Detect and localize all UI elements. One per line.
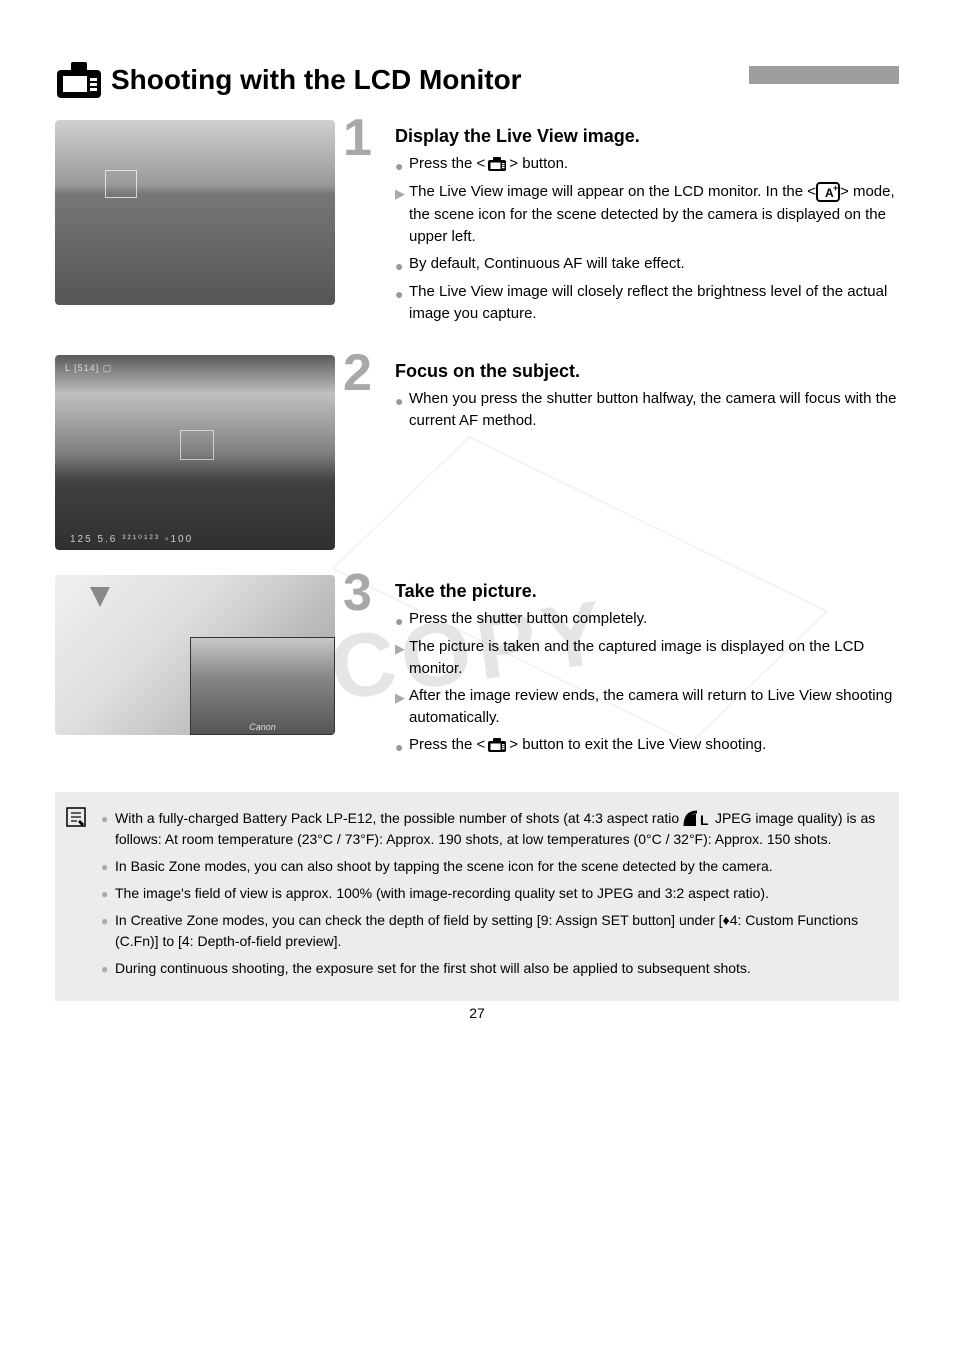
step-2: L [514] ▢ 125 5.6 ³²¹⁰¹²³ ▫100 2 Focus o… (55, 355, 899, 550)
bullet-dot-icon: ● (395, 611, 409, 632)
bullet-triangle-icon: ▶ (395, 184, 409, 204)
step-1-item-2: ● By default, Continuous AF will take ef… (395, 253, 899, 277)
step-3: 3 Take the picture. ● Press the shutter … (55, 575, 899, 762)
bullet-dot-icon: ● (395, 284, 409, 305)
step-3-lcd-inset (190, 637, 335, 735)
step-1-heading: Display the Live View image. (395, 126, 899, 147)
step-1-item-1: ▶ The Live View image will appear on the… (395, 181, 899, 249)
liveview-top-status: L [514] ▢ (65, 363, 112, 374)
note-3: ● In Creative Zone modes, you can check … (101, 910, 883, 952)
page-title: Shooting with the LCD Monitor (111, 64, 749, 96)
step-3-heading: Take the picture. (395, 581, 899, 602)
quick-start-badge (749, 66, 899, 84)
note-2: ● The image's field of view is approx. 1… (101, 883, 883, 904)
step-3-item-0-text: Press the shutter button completely. (409, 608, 899, 631)
note-1: ● In Basic Zone modes, you can also shoo… (101, 856, 883, 877)
step-3-item-1-text: The picture is taken and the captured im… (409, 636, 899, 681)
step-2-item-0-text: When you press the shutter button halfwa… (409, 388, 899, 433)
bullet-dot-icon: ● (395, 737, 409, 758)
step-2-number: 2 (343, 347, 372, 399)
camera-button-icon (487, 156, 507, 172)
step-3-item-2-text: After the image review ends, the camera … (409, 685, 899, 730)
step-1-item-3: ● The Live View image will closely refle… (395, 281, 899, 326)
step-2-image: L [514] ▢ 125 5.6 ³²¹⁰¹²³ ▫100 (55, 355, 335, 550)
step-2-item-0: ● When you press the shutter button half… (395, 388, 899, 433)
step-3-item-3-pre: Press the < (409, 736, 485, 753)
step-3-item-1: ▶ The picture is taken and the captured … (395, 636, 899, 681)
bullet-dot-icon: ● (101, 860, 115, 874)
svg-text:L: L (700, 812, 709, 828)
bullet-dot-icon: ● (395, 391, 409, 412)
note-1-text: In Basic Zone modes, you can also shoot … (115, 856, 883, 877)
step-2-body: ● When you press the shutter button half… (395, 388, 899, 433)
step-1-item-0-post: > button. (509, 155, 568, 172)
step-3-shutter-photo (55, 575, 335, 735)
bullet-dot-icon: ● (395, 156, 409, 177)
step-1-number: 1 (343, 112, 372, 164)
note-4: ● During continuous shooting, the exposu… (101, 958, 883, 979)
bullet-dot-icon: ● (101, 812, 115, 826)
note-0: ● With a fully-charged Battery Pack LP-E… (101, 808, 883, 850)
note-0-pre: With a fully-charged Battery Pack LP-E12… (115, 810, 683, 826)
note-3-text: In Creative Zone modes, you can check th… (115, 910, 883, 952)
bullet-triangle-icon: ▶ (395, 688, 409, 708)
step-1-item-2-text: By default, Continuous AF will take effe… (409, 253, 899, 276)
svg-text:+: + (833, 183, 838, 193)
camera-back-icon (55, 60, 103, 100)
shutter-press-arrow-icon (90, 587, 110, 607)
step-3-item-3-post: > button to exit the Live View shooting. (509, 736, 766, 753)
step-1-body: ● Press the < > button. ▶ The Live View i… (395, 153, 899, 326)
bullet-dot-icon: ● (101, 962, 115, 976)
step-2-heading: Focus on the subject. (395, 361, 899, 382)
note-4-text: During continuous shooting, the exposure… (115, 958, 883, 979)
step-1-item-3-text: The Live View image will closely reflect… (409, 281, 899, 326)
step-1-item-1-text: The Live View image will appear on the L… (409, 183, 816, 200)
scene-auto-icon: A+ (816, 182, 840, 202)
page-number: 27 (469, 1005, 485, 1021)
bullet-dot-icon: ● (395, 256, 409, 277)
step-3-image (55, 575, 335, 762)
step-1-item-0: ● Press the < > button. (395, 153, 899, 177)
step-3-item-3: ● Press the < > button to exit the Live V… (395, 734, 899, 758)
bullet-dot-icon: ● (101, 914, 115, 928)
camera-button-icon (487, 737, 507, 753)
step-1-item-0-pre: Press the < (409, 155, 485, 172)
step-2-liveview-photo: L [514] ▢ 125 5.6 ³²¹⁰¹²³ ▫100 (55, 355, 335, 550)
jpeg-quality-icon: L (683, 810, 711, 828)
bullet-triangle-icon: ▶ (395, 639, 409, 659)
step-3-item-0: ● Press the shutter button completely. (395, 608, 899, 632)
step-1-image (55, 120, 335, 330)
liveview-bottom-status: 125 5.6 ³²¹⁰¹²³ ▫100 (70, 534, 193, 545)
note-box: ● With a fully-charged Battery Pack LP-E… (55, 792, 899, 1001)
step-3-item-2: ▶ After the image review ends, the camer… (395, 685, 899, 730)
step-3-body: ● Press the shutter button completely. ▶… (395, 608, 899, 758)
step-1-camera-photo (55, 120, 335, 305)
note-2-text: The image's field of view is approx. 100… (115, 883, 883, 904)
note-icon (65, 806, 87, 828)
step-1: 1 Display the Live View image. ● Press t… (55, 120, 899, 330)
page-title-row: Shooting with the LCD Monitor (55, 60, 899, 100)
bullet-dot-icon: ● (101, 887, 115, 901)
step-3-number: 3 (343, 567, 372, 619)
